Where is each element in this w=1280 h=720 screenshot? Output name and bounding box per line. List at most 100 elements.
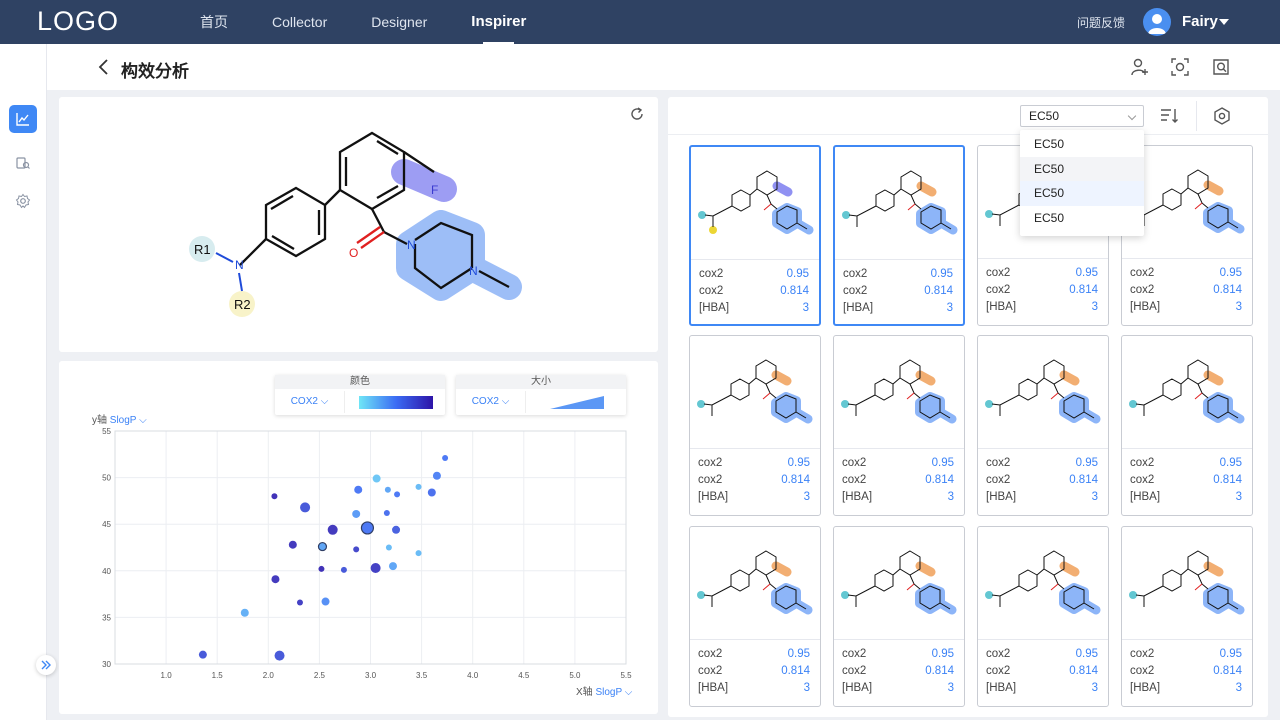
card-property-row: cox2 0.95: [986, 265, 1098, 282]
x-tick-label: 5.5: [620, 671, 632, 680]
card-property-row: [HBA] 3: [842, 489, 954, 506]
property-name: [HBA]: [842, 491, 873, 503]
card-property-row: cox2 0.814: [1130, 472, 1242, 489]
r1-label: R1: [194, 242, 211, 257]
molecule-panel: N R1 R2 O F N N: [59, 97, 658, 352]
card-property-row: [HBA] 3: [698, 680, 810, 697]
scatter-point: [415, 550, 422, 557]
nav-item-home[interactable]: 首页: [200, 14, 228, 30]
property-name: [HBA]: [698, 491, 729, 503]
color-metric-select[interactable]: COX2 ⌵: [275, 391, 345, 413]
logo[interactable]: LOGO: [37, 6, 120, 36]
scan-icon[interactable]: [1170, 57, 1190, 77]
user-name[interactable]: Fairy: [1182, 13, 1218, 30]
property-value: 0.95: [787, 457, 810, 469]
book-search-icon: [16, 157, 30, 169]
card-property-row: [HBA] 3: [1130, 299, 1242, 316]
dropdown-option[interactable]: EC50: [1034, 137, 1065, 151]
scatter-point: [372, 474, 381, 483]
property-value: 0.814: [780, 285, 809, 297]
property-value: 0.95: [1219, 648, 1242, 660]
dropdown-option[interactable]: EC50: [1020, 181, 1144, 206]
compound-card[interactable]: cox2 0.95 cox2 0.814 [HBA] 3: [833, 526, 965, 707]
property-name: cox2: [1130, 474, 1155, 486]
scatter-point: [240, 608, 249, 617]
compound-card[interactable]: cox2 0.95 cox2 0.814 [HBA] 3: [689, 335, 821, 516]
results-panel: EC50 cox2 0.95 cox2 0.814 [HBA] 3 cox2 0.95 cox2…: [668, 97, 1268, 717]
user-menu-caret-icon[interactable]: [1219, 19, 1229, 25]
scatter-point: [274, 650, 285, 661]
sort-icon[interactable]: [1158, 105, 1180, 127]
compound-card[interactable]: cox2 0.95 cox2 0.814 [HBA] 3: [1121, 335, 1253, 516]
sidebar-item-library[interactable]: [9, 149, 37, 177]
compound-card[interactable]: cox2 0.95 cox2 0.814 [HBA] 3: [977, 335, 1109, 516]
y-axis-selector[interactable]: y轴 SlogP ⌵: [92, 415, 147, 426]
sidebar-item-analysis[interactable]: [9, 105, 37, 133]
metric-select[interactable]: EC50: [1020, 105, 1144, 127]
property-name: cox2: [843, 285, 868, 297]
main-nav: 首页 Collector Designer Inspirer: [200, 0, 570, 44]
scatter-point: [427, 488, 436, 497]
add-user-icon[interactable]: [1130, 57, 1150, 77]
scatter-point: [340, 566, 347, 573]
property-value: 0.95: [1075, 457, 1098, 469]
card-property-row: cox2 0.814: [986, 472, 1098, 489]
scatter-point: [321, 597, 330, 606]
property-value: 0.814: [1213, 665, 1242, 677]
refresh-icon[interactable]: [629, 106, 645, 122]
amide-bonds: [356, 151, 435, 249]
dropdown-option[interactable]: EC50: [1020, 156, 1144, 181]
nav-item-designer[interactable]: Designer: [371, 14, 428, 30]
feedback-link[interactable]: 问题反馈: [1077, 16, 1126, 30]
top-nav-bar: LOGO 首页 Collector Designer Inspirer 问题反馈…: [0, 0, 1280, 44]
card-property-row: [HBA] 3: [986, 680, 1098, 697]
search-document-icon[interactable]: [1211, 57, 1231, 77]
card-property-row: [HBA] 3: [1130, 489, 1242, 506]
piperazine-n2-label: N: [469, 264, 478, 278]
size-metric-value: COX2: [471, 396, 499, 407]
metric-select-value: EC50: [1029, 109, 1060, 123]
card-property-row: cox2 0.95: [986, 455, 1098, 472]
sidebar-item-settings[interactable]: [9, 187, 37, 215]
dropdown-option[interactable]: EC50: [1034, 210, 1065, 225]
color-gradient-bar: [359, 396, 433, 409]
x-axis-selector[interactable]: X轴 SlogP ⌵: [576, 687, 633, 698]
scatter-point: [288, 540, 297, 549]
card-property-row: cox2 0.95: [699, 266, 809, 283]
card-property-row: [HBA] 3: [986, 489, 1098, 506]
property-name: [HBA]: [842, 682, 873, 694]
settings-hex-icon[interactable]: [1211, 105, 1233, 127]
property-name: cox2: [1130, 648, 1155, 660]
molecule-thumbnail: [841, 359, 957, 424]
line-chart-icon: [16, 113, 29, 126]
back-arrow-icon[interactable]: [95, 57, 115, 77]
scatter-point: [392, 525, 401, 534]
property-value: 3: [1091, 491, 1098, 503]
property-name: cox2: [986, 457, 1011, 469]
scatter-plot[interactable]: 1.0 1.5 2.0 2.5 3.0 3.5 4.0 4.5 5.0 5.5 30 35 40 45 50…: [59, 361, 658, 714]
x-tick-label: 1.0: [161, 671, 173, 680]
user-avatar[interactable]: [1143, 8, 1171, 36]
property-value: 0.95: [931, 457, 954, 469]
size-legend-title: 大小: [456, 375, 626, 389]
property-value: 0.814: [781, 665, 810, 677]
compound-card[interactable]: cox2 0.95 cox2 0.814 [HBA] 3: [1121, 526, 1253, 707]
compound-card[interactable]: cox2 0.95 cox2 0.814 [HBA] 3: [689, 145, 821, 326]
scatter-point: [385, 544, 392, 551]
scatter-point: [394, 491, 401, 498]
sidebar-expand-button[interactable]: [36, 655, 56, 675]
nav-item-collector[interactable]: Collector: [272, 14, 328, 30]
card-property-row: cox2 0.814: [842, 472, 954, 489]
card-property-row: cox2 0.814: [986, 282, 1098, 299]
scatter-point: [383, 510, 390, 517]
compound-card[interactable]: cox2 0.95 cox2 0.814 [HBA] 3: [833, 335, 965, 516]
y-tick-label: 35: [102, 613, 111, 622]
compound-card[interactable]: cox2 0.95 cox2 0.814 [HBA] 3: [833, 145, 965, 326]
property-name: cox2: [842, 474, 867, 486]
compound-card[interactable]: cox2 0.95 cox2 0.814 [HBA] 3: [977, 526, 1109, 707]
card-divider: [690, 448, 820, 449]
size-metric-select[interactable]: COX2 ⌵: [456, 391, 526, 413]
scatter-panel: 颜色 COX2 ⌵ 大小 COX2 ⌵ y轴 SlogP ⌵ X轴 SlogP …: [59, 361, 658, 714]
nav-item-inspirer[interactable]: Inspirer: [471, 0, 526, 44]
compound-card[interactable]: cox2 0.95 cox2 0.814 [HBA] 3: [689, 526, 821, 707]
